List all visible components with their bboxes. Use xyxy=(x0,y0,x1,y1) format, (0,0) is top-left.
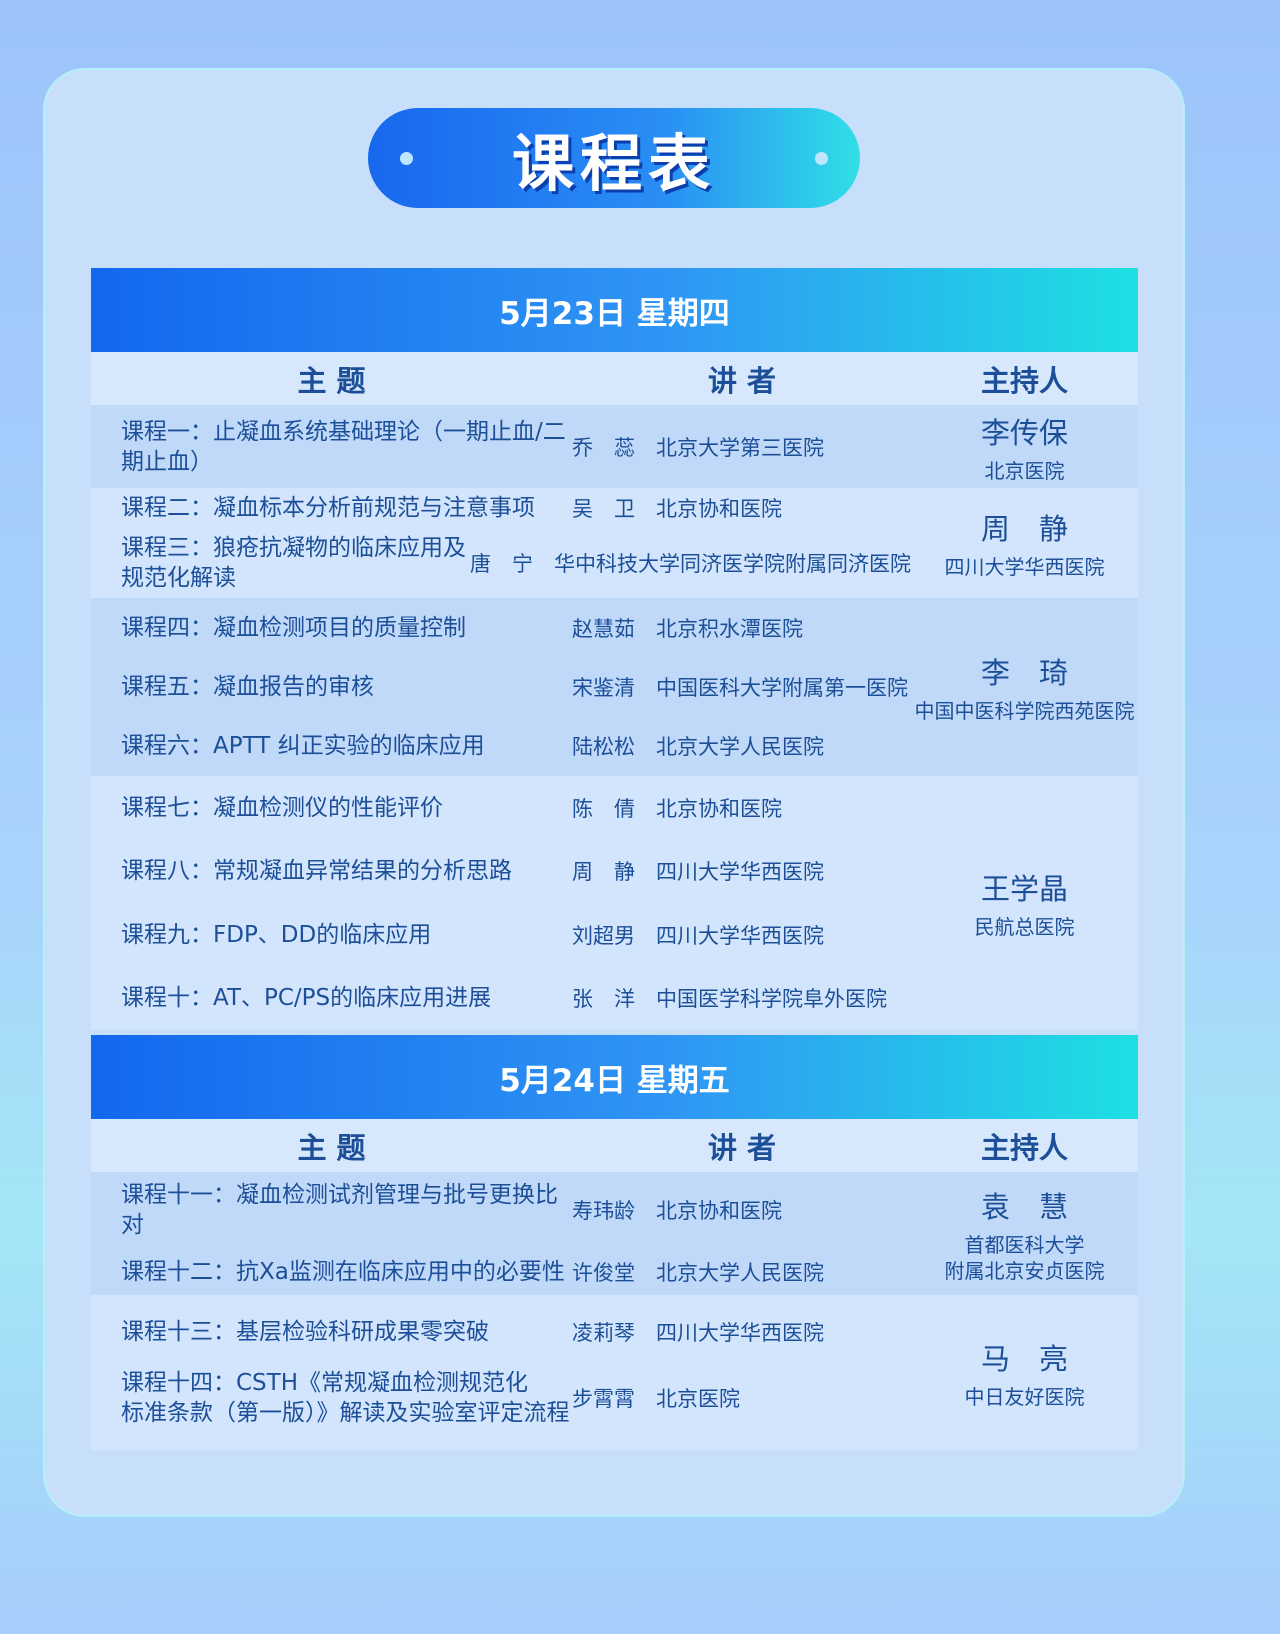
course-topic: 课程六：APTT 纠正实验的临床应用 xyxy=(121,733,485,760)
day-1-table: 5月23日 星期四主 题 讲 者 主持人课程一：止凝血系统基础理论（一期止血/二期止… xyxy=(91,268,1138,1030)
session-group: 课程二：凝血标本分析前规范与注意事项 吴 卫 北京协和医院课程三：狼疮抗凝物的临床… xyxy=(91,488,1138,598)
session-rows: 课程七：凝血检测仪的性能评价 陈 倩 北京协和医院课程八：常规凝血异常结果的分析思… xyxy=(91,776,911,1030)
course-topic: 课程四：凝血检测项目的质量控制 xyxy=(121,614,466,641)
table-row: 课程九：FDP、DD的临床应用 刘超男 四川大学华西医院 xyxy=(91,920,911,950)
column-topic: 主 题 xyxy=(297,1130,366,1165)
host-hospital: 北京医院 xyxy=(984,458,1065,483)
session-group: 课程十三：基层检验科研成果零突破 凌莉琴 四川大学华西医院 课程十四：CSTH《常规… xyxy=(91,1295,1138,1450)
speaker: 张 洋 中国医学科学院阜外医院 xyxy=(572,987,887,1012)
host-hospital: 首都医科大学 附属北京安贞医院 xyxy=(944,1232,1105,1283)
speaker: 周 静 四川大学华西医院 xyxy=(572,860,824,885)
speaker: 唐 宁 华中科技大学同济医学院附属同济医院 xyxy=(470,552,911,576)
column-header-row: 主 题 讲 者 主持人 xyxy=(91,352,1138,405)
day-header: 5月23日 星期四 xyxy=(91,268,1138,352)
course-topic: 课程二：凝血标本分析前规范与注意事项 xyxy=(121,495,535,521)
course-topic: 课程一：止凝血系统基础理论（一期止血/二期止血） xyxy=(121,418,566,475)
table-row: 课程六：APTT 纠正实验的临床应用 陆松松 北京大学人民医院 xyxy=(91,731,911,761)
speaker: 寿玮龄 北京协和医院 xyxy=(572,1199,782,1224)
host-cell: 王学晶 民航总医院 xyxy=(911,776,1138,1030)
host-cell: 李传保 北京医院 xyxy=(911,405,1138,488)
host-name: 周 静 xyxy=(980,512,1068,546)
session-rows: 课程二：凝血标本分析前规范与注意事项 吴 卫 北京协和医院课程三：狼疮抗凝物的临床… xyxy=(91,488,911,598)
speaker: 吴 卫 北京协和医院 xyxy=(572,497,782,521)
table-row: 课程三：狼疮抗凝物的临床应用及规范化解读唐 宁 华中科技大学同济医学院附属同济医… xyxy=(91,533,911,593)
session-group: 课程一：止凝血系统基础理论（一期止血/二期止血）乔 蕊 北京大学第三医院 李传保北… xyxy=(91,405,1138,488)
course-topic: 课程八：常规凝血异常结果的分析思路 xyxy=(121,858,512,885)
course-topic: 课程三：狼疮抗凝物的临床应用及规范化解读 xyxy=(121,535,466,591)
table-row: 课程五：凝血报告的审核 宋鉴清 中国医科大学附属第一医院 xyxy=(91,672,911,702)
host-cell: 李 琦中国中医科学院西苑医院 xyxy=(911,598,1138,776)
course-topic: 课程七：凝血检测仪的性能评价 xyxy=(121,794,443,821)
session-group: 课程十一：凝血检测试剂管理与批号更换比对 寿玮龄 北京协和医院课程十二：抗Xa监测… xyxy=(91,1172,1138,1295)
column-host: 主持人 xyxy=(980,1130,1068,1165)
table-row: 课程十：AT、PC/PS的临床应用进展 张 洋 中国医学科学院阜外医院 xyxy=(91,983,911,1013)
table-row: 课程十一：凝血检测试剂管理与批号更换比对 寿玮龄 北京协和医院 xyxy=(91,1180,911,1240)
course-topic: 课程十三：基层检验科研成果零突破 xyxy=(121,1318,489,1345)
table-row: 课程十二：抗Xa监测在临床应用中的必要性 许俊堂 北京大学人民医院 xyxy=(91,1257,911,1287)
speaker: 许俊堂 北京大学人民医院 xyxy=(572,1260,824,1285)
page-title: 课程表 xyxy=(511,127,716,200)
host-name: 袁 慧 xyxy=(980,1189,1068,1224)
course-topic: 课程十：AT、PC/PS的临床应用进展 xyxy=(121,985,492,1012)
session-group: 课程七：凝血检测仪的性能评价 陈 倩 北京协和医院课程八：常规凝血异常结果的分析思… xyxy=(91,776,1138,1030)
column-topic: 主 题 xyxy=(297,363,366,398)
host-cell: 周 静四川大学华西医院 xyxy=(911,488,1138,598)
speaker: 步霄霄 北京医院 xyxy=(572,1387,740,1412)
dot-decoration xyxy=(400,152,413,165)
host-cell: 袁 慧首都医科大学 附属北京安贞医院 xyxy=(911,1172,1138,1295)
speaker: 赵慧茹 北京积水潭医院 xyxy=(572,616,803,641)
host-hospital: 中国中医科学院西苑医院 xyxy=(914,699,1135,723)
host-name: 王学晶 xyxy=(980,872,1068,906)
session-rows: 课程四：凝血检测项目的质量控制 赵慧茹 北京积水潭医院课程五：凝血报告的审核 宋鉴清… xyxy=(91,598,911,776)
table-row: 课程八：常规凝血异常结果的分析思路 周 静 四川大学华西医院 xyxy=(91,856,911,886)
table-row: 课程七：凝血检测仪的性能评价 陈 倩 北京协和医院 xyxy=(91,793,911,823)
session-group: 课程四：凝血检测项目的质量控制 赵慧茹 北京积水潭医院课程五：凝血报告的审核 宋鉴清… xyxy=(91,598,1138,776)
host-hospital: 四川大学华西医院 xyxy=(944,555,1105,579)
speaker: 凌莉琴 四川大学华西医院 xyxy=(572,1320,824,1345)
speaker: 乔 蕊 北京大学第三医院 xyxy=(572,435,824,460)
course-topic: 课程十一：凝血检测试剂管理与批号更换比对 xyxy=(121,1182,558,1239)
session-rows: 课程一：止凝血系统基础理论（一期止血/二期止血）乔 蕊 北京大学第三医院 xyxy=(91,405,911,488)
host-name: 李传保 xyxy=(980,415,1068,450)
host-name: 李 琦 xyxy=(980,656,1068,690)
table-row: 课程四：凝血检测项目的质量控制 赵慧茹 北京积水潭医院 xyxy=(91,613,911,643)
speaker: 刘超男 四川大学华西医院 xyxy=(572,923,824,948)
title-banner: 课程表 xyxy=(368,108,860,208)
column-speaker: 讲 者 xyxy=(707,1130,777,1165)
day-header: 5月24日 星期五 xyxy=(91,1035,1138,1119)
speaker: 陈 倩 北京协和医院 xyxy=(572,796,782,821)
speaker: 陆松松 北京大学人民医院 xyxy=(572,735,824,760)
course-topic: 课程十二：抗Xa监测在临床应用中的必要性 xyxy=(121,1258,565,1285)
dot-decoration xyxy=(815,152,828,165)
host-hospital: 民航总医院 xyxy=(974,915,1075,939)
session-rows: 课程十三：基层检验科研成果零突破 凌莉琴 四川大学华西医院 课程十四：CSTH《常规… xyxy=(91,1295,911,1450)
course-topic: 课程九：FDP、DD的临床应用 xyxy=(121,921,432,948)
table-row: 课程十三：基层检验科研成果零突破 凌莉琴 四川大学华西医院 xyxy=(91,1317,911,1347)
table-row: 课程二：凝血标本分析前规范与注意事项 吴 卫 北京协和医院 xyxy=(91,493,911,523)
speaker: 宋鉴清 中国医科大学附属第一医院 xyxy=(572,675,908,700)
column-host: 主持人 xyxy=(980,363,1068,398)
session-rows: 课程十一：凝血检测试剂管理与批号更换比对 寿玮龄 北京协和医院课程十二：抗Xa监测… xyxy=(91,1172,911,1295)
host-cell: 马 亮中日友好医院 xyxy=(911,1295,1138,1450)
host-hospital: 中日友好医院 xyxy=(964,1384,1085,1409)
column-speaker: 讲 者 xyxy=(707,363,777,398)
course-topic: 课程十四：CSTH《常规凝血检测规范化 标准条款（第一版）》解读及实验室评定流程 xyxy=(121,1370,570,1427)
day-2-table: 5月24日 星期五主 题 讲 者 主持人课程十一：凝血检测试剂管理与批号更换比对 寿玮… xyxy=(91,1035,1138,1450)
column-header-row: 主 题 讲 者 主持人 xyxy=(91,1119,1138,1172)
table-row: 课程十四：CSTH《常规凝血检测规范化 标准条款（第一版）》解读及实验室评定流程… xyxy=(91,1368,911,1428)
table-row: 课程一：止凝血系统基础理论（一期止血/二期止血）乔 蕊 北京大学第三医院 xyxy=(91,417,911,477)
course-topic: 课程五：凝血报告的审核 xyxy=(121,673,374,700)
host-name: 马 亮 xyxy=(980,1341,1068,1376)
